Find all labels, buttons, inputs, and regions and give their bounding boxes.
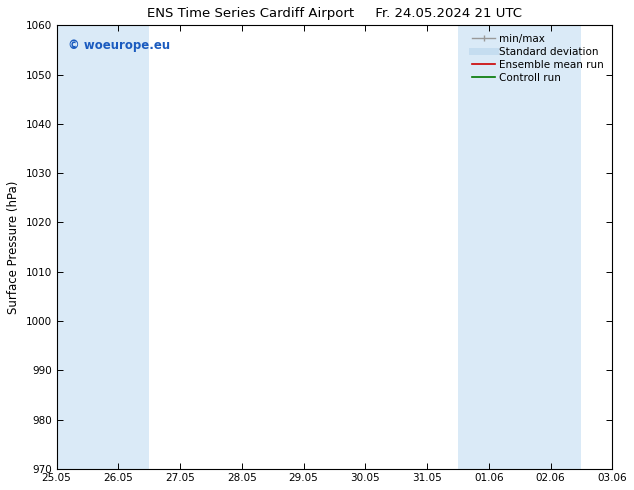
Y-axis label: Surface Pressure (hPa): Surface Pressure (hPa) [7, 180, 20, 314]
Title: ENS Time Series Cardiff Airport     Fr. 24.05.2024 21 UTC: ENS Time Series Cardiff Airport Fr. 24.0… [147, 7, 522, 20]
Bar [26, 25, 149, 469]
Legend: min/max, Standard deviation, Ensemble mean run, Controll run: min/max, Standard deviation, Ensemble me… [469, 30, 607, 86]
Bar [458, 25, 581, 469]
Text: © woeurope.eu: © woeurope.eu [68, 39, 170, 51]
